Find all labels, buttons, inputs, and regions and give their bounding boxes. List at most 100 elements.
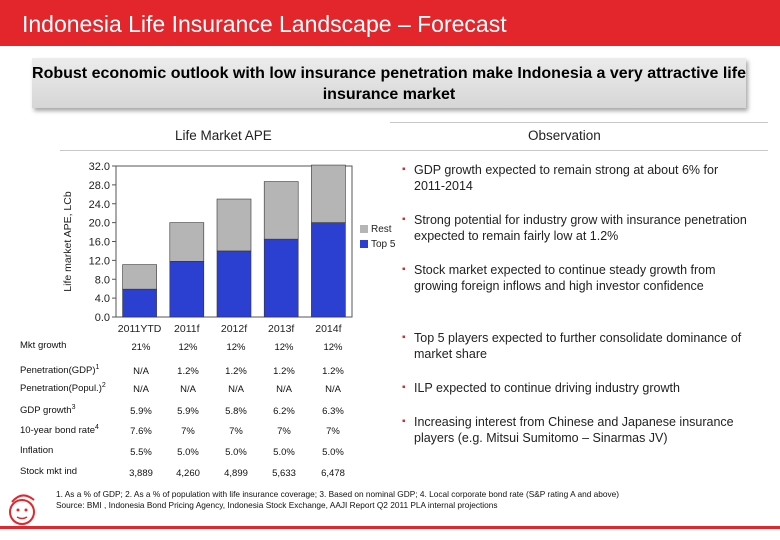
metric-label: Mkt growth xyxy=(20,340,67,351)
metric-label: Penetration(GDP)1 xyxy=(20,364,100,377)
stacked-bar-chart: 0.0 4.0 8.0 12.0 16.0 20.0 24.0 28.0 32.0 Life ma… xyxy=(62,161,396,335)
x-tick-label: 2011YTD xyxy=(118,323,162,335)
y-tick-label: 4.0 xyxy=(95,293,110,305)
metric-value: 1.2% xyxy=(225,366,247,377)
metric-value: 21% xyxy=(131,342,151,353)
metric-value: 7.6% xyxy=(130,426,152,437)
metric-value: N/A xyxy=(133,384,149,395)
bar-rest xyxy=(169,222,205,262)
bullet-icon: ▪ xyxy=(402,382,406,393)
metric-label: Inflation xyxy=(20,445,54,456)
observation-text: ILP expected to continue driving industr… xyxy=(414,381,680,395)
bar-top-5 xyxy=(311,222,346,318)
observation-item: ▪ Top 5 players expected to further conso… xyxy=(402,330,747,362)
bullet-icon: ▪ xyxy=(402,416,406,427)
metric-value: 5.9% xyxy=(177,406,199,417)
footer-line xyxy=(0,526,780,529)
bullet-icon: ▪ xyxy=(402,214,406,225)
footnote-marker: 1 xyxy=(95,364,100,371)
bar-top-5 xyxy=(122,288,157,318)
metric-label: Penetration(Popul.)2 xyxy=(20,382,106,395)
metric-value: 6.3% xyxy=(322,406,344,417)
page-title: Indonesia Life Insurance Landscape – For… xyxy=(22,11,507,37)
metric-value: N/A xyxy=(276,384,292,395)
x-tick-label: 2013f xyxy=(268,323,294,335)
divider xyxy=(60,150,768,151)
bar-rest xyxy=(122,264,157,290)
bar-top-5 xyxy=(263,238,299,318)
legend-swatch xyxy=(360,225,368,233)
metric-value: 1.2% xyxy=(177,366,199,377)
bar-rest xyxy=(263,181,299,240)
metric-value: 4,899 xyxy=(224,468,248,479)
y-tick-label: 28.0 xyxy=(89,180,110,192)
metrics-row: Penetration(Popul.)2 N/A N/A N/A N/A N/A xyxy=(0,382,360,396)
metric-value: 5.0% xyxy=(225,447,247,458)
chart-section-header: Life Market APE xyxy=(175,128,272,143)
y-tick-label: 0.0 xyxy=(95,312,110,324)
legend-label: Top 5 xyxy=(371,239,396,250)
metric-label: 10-year bond rate4 xyxy=(20,424,99,437)
y-tick-label: 20.0 xyxy=(89,218,110,230)
x-tick-label: 2011f xyxy=(174,323,200,335)
metrics-row: 10-year bond rate4 7.6% 7% 7% 7% 7% xyxy=(0,424,360,438)
metric-value: 12% xyxy=(274,342,294,353)
observation-item: ▪ Strong potential for industry grow with… xyxy=(402,212,747,244)
metrics-row: Mkt growth 21% 12% 12% 12% 12% xyxy=(0,340,360,354)
footnote-definitions: 1. As a % of GDP; 2. As a % of populatio… xyxy=(56,489,619,499)
title-bar: Indonesia Life Insurance Landscape – For… xyxy=(0,0,780,46)
metric-label: Stock mkt ind xyxy=(20,466,78,477)
metric-value: 5.0% xyxy=(273,447,295,458)
metric-value: N/A xyxy=(180,384,196,395)
x-tick-label: 2014f xyxy=(315,323,341,335)
metric-value: 6,478 xyxy=(321,468,345,479)
observation-item: ▪ ILP expected to continue driving indust… xyxy=(402,380,747,396)
legend-label: Rest xyxy=(371,224,392,235)
metric-value: 1.2% xyxy=(322,366,344,377)
observation-text: GDP growth expected to remain strong at … xyxy=(414,163,719,193)
metric-value: N/A xyxy=(325,384,341,395)
metric-value: 7% xyxy=(229,426,243,437)
metric-value: 12% xyxy=(178,342,198,353)
observation-text: Strong potential for industry grow with … xyxy=(414,213,747,243)
metric-value: 5.5% xyxy=(130,447,152,458)
legend-swatch xyxy=(360,240,368,248)
metric-value: N/A xyxy=(228,384,244,395)
bullet-icon: ▪ xyxy=(402,164,406,175)
metric-value: 5.0% xyxy=(177,447,199,458)
footnote-marker: 3 xyxy=(71,404,76,411)
metric-value: 7% xyxy=(326,426,340,437)
metric-value: 5.0% xyxy=(322,447,344,458)
metric-value: 3,889 xyxy=(129,468,153,479)
y-axis-label: Life market APE, LCb xyxy=(62,191,74,292)
bullet-icon: ▪ xyxy=(402,264,406,275)
observation-item: ▪ Increasing interest from Chinese and Ja… xyxy=(402,414,747,446)
observation-text: Stock market expected to continue steady… xyxy=(414,263,716,293)
divider-top xyxy=(390,122,768,123)
metric-value: 5.8% xyxy=(225,406,247,417)
y-tick-label: 16.0 xyxy=(89,237,110,249)
metric-value: 7% xyxy=(277,426,291,437)
footnote-marker: 4 xyxy=(95,424,99,431)
bar-top-5 xyxy=(169,261,205,318)
metrics-row: Penetration(GDP)1 N/A 1.2% 1.2% 1.2% 1.2% xyxy=(0,364,360,378)
observation-text: Top 5 players expected to further consol… xyxy=(414,331,742,361)
footnote-marker: 2 xyxy=(101,382,106,389)
metric-value: 1.2% xyxy=(273,366,295,377)
metric-label: GDP growth3 xyxy=(20,404,76,417)
metric-value: N/A xyxy=(133,366,149,377)
y-tick-label: 32.0 xyxy=(89,161,110,173)
metrics-row: Stock mkt ind 3,889 4,260 4,899 5,633 6,478 xyxy=(0,466,360,480)
bullet-icon: ▪ xyxy=(402,332,406,343)
observation-section-header: Observation xyxy=(528,128,601,143)
observation-item: ▪ Stock market expected to continue stead… xyxy=(402,262,747,294)
footnote-source: Source: BMI , Indonesia Bond Pricing Age… xyxy=(56,500,498,510)
mascot-logo xyxy=(9,494,35,525)
metric-value: 12% xyxy=(323,342,343,353)
y-tick-label: 24.0 xyxy=(89,199,110,211)
metrics-row: GDP growth3 5.9% 5.9% 5.8% 6.2% 6.3% xyxy=(0,404,360,418)
x-tick-label: 2012f xyxy=(221,323,247,335)
bar-rest xyxy=(216,198,252,252)
metric-value: 7% xyxy=(181,426,195,437)
metric-value: 4,260 xyxy=(176,468,200,479)
